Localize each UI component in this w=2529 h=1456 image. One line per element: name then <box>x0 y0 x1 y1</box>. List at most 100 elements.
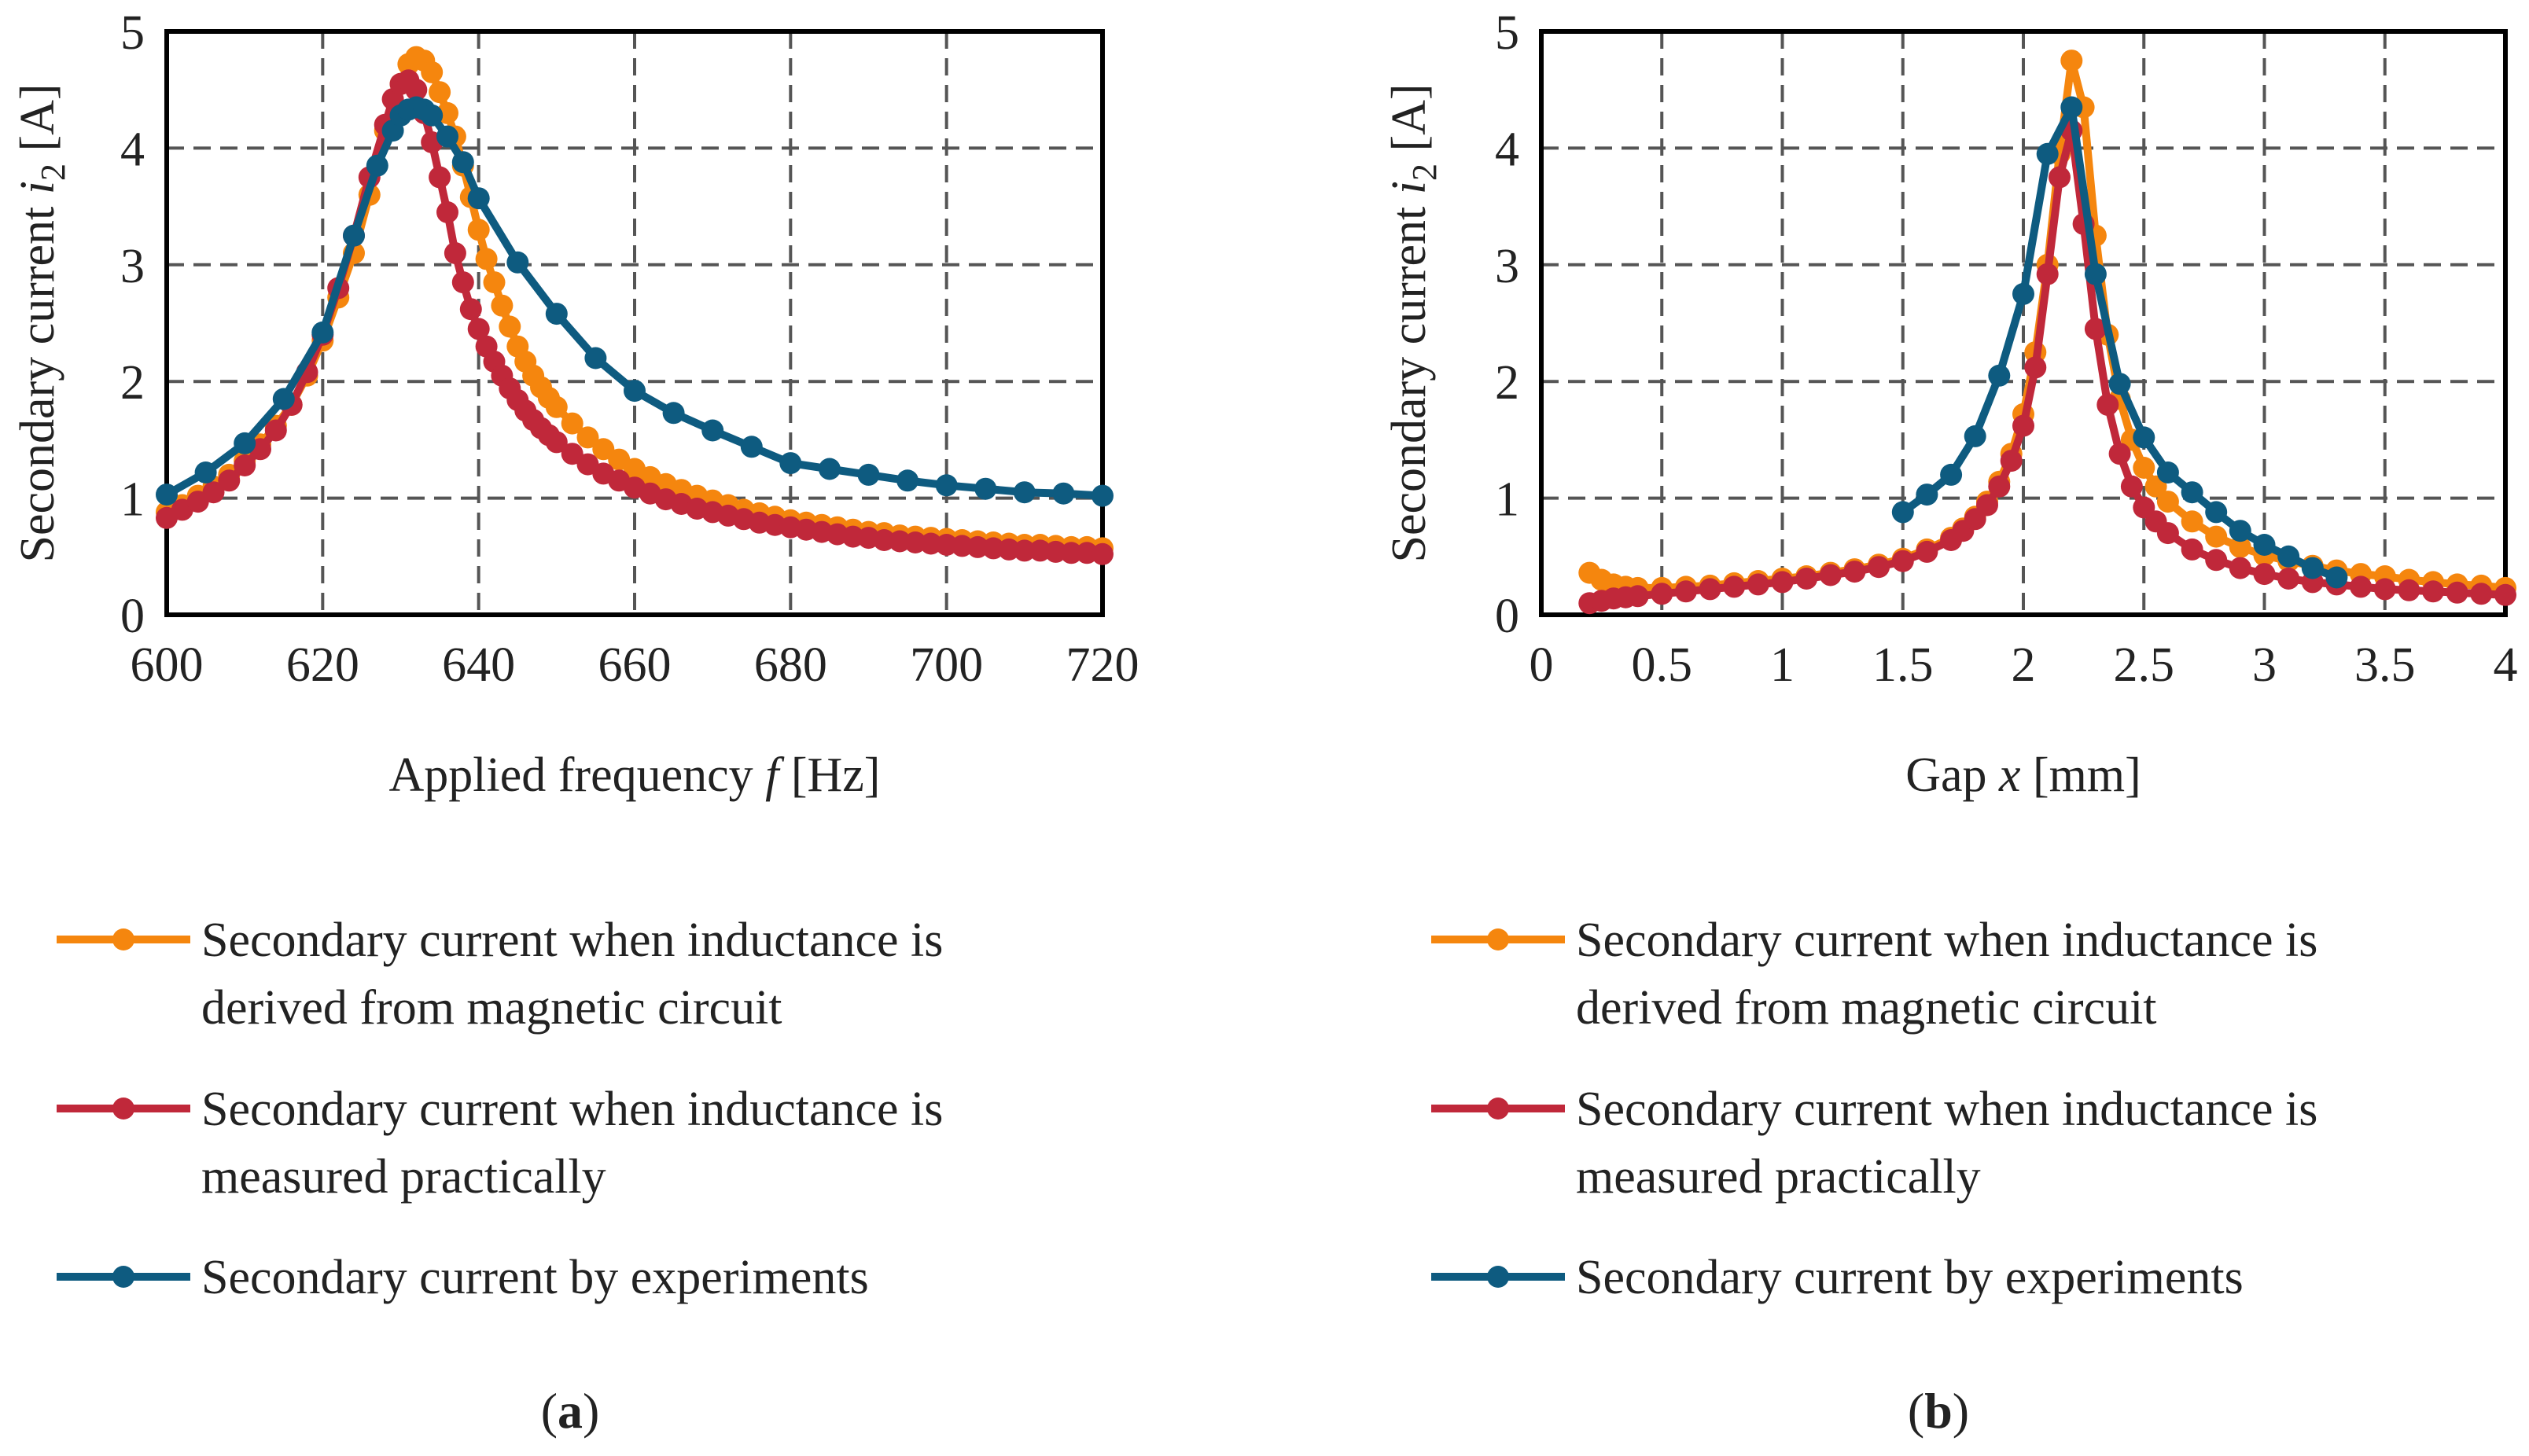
x-tick-label-b: 2 <box>2012 638 2036 692</box>
x-tick-label-b: 3.5 <box>2354 638 2416 692</box>
data-point-blue-a <box>857 463 880 486</box>
data-point-red-b <box>1674 580 1697 603</box>
data-point-blue-b <box>2325 566 2348 589</box>
data-point-blue-a <box>896 469 919 492</box>
x-tick-label-b: 1.5 <box>1872 638 1934 692</box>
data-point-red-a <box>919 532 942 555</box>
data-point-red-b <box>2120 475 2143 498</box>
gridlines-b <box>1541 31 2505 615</box>
data-point-red-a <box>561 443 583 465</box>
y-tick-label-b: 2 <box>1495 356 1519 410</box>
data-point-blue-b <box>2253 534 2276 556</box>
data-point-red-b <box>2024 356 2047 379</box>
y-tick-label-a: 5 <box>120 6 145 60</box>
data-point-orange-b <box>2229 535 2251 558</box>
data-point-blue-b <box>2133 426 2155 449</box>
data-point-red-a <box>202 481 225 504</box>
series-group-a <box>156 46 1114 565</box>
data-point-red-b <box>2096 393 2119 416</box>
data-point-red-b <box>2470 583 2493 605</box>
legend-label-line-1: Secondary current by experiments <box>1576 1251 2244 1304</box>
data-point-red-b <box>2205 549 2228 572</box>
data-point-blue-a <box>779 452 802 475</box>
data-point-blue-b <box>2012 282 2034 305</box>
data-point-blue-b <box>2084 263 2107 285</box>
y-tick-label-a: 3 <box>120 240 145 293</box>
data-point-red-a <box>459 298 482 321</box>
x-tick-label-a: 720 <box>1066 638 1139 692</box>
data-point-red-b <box>1891 550 1914 572</box>
legend-a: Secondary current when inductance is der… <box>57 914 943 1304</box>
legend-item-blue-a: Secondary current by experiments <box>57 1251 869 1304</box>
data-point-red-b <box>2000 450 2023 472</box>
data-point-blue-a <box>974 477 997 500</box>
data-point-red-a <box>545 431 568 454</box>
x-tick-label-a: 680 <box>754 638 827 692</box>
data-point-red-b <box>2108 443 2131 465</box>
data-point-red-b <box>2277 568 2300 590</box>
data-point-blue-a <box>436 125 458 148</box>
data-point-orange-b <box>2060 50 2083 72</box>
data-point-red-b <box>1988 475 2011 498</box>
data-point-red-a <box>429 166 451 189</box>
data-point-red-a <box>436 201 458 223</box>
data-point-orange-a <box>483 271 506 294</box>
data-point-blue-a <box>311 321 334 344</box>
data-point-blue-a <box>1052 482 1075 505</box>
series-line-blue-b <box>1898 103 2341 582</box>
data-point-orange-a <box>592 438 615 461</box>
data-point-red-b <box>1819 564 1842 586</box>
x-axis-label-b: Gap x [mm] <box>1905 748 2141 802</box>
data-point-red-a <box>966 535 989 558</box>
data-point-blue-b <box>2060 96 2083 119</box>
data-point-red-a <box>218 469 241 492</box>
data-point-red-b <box>2012 414 2034 437</box>
x-tick-label-b: 3 <box>2252 638 2277 692</box>
data-point-blue-a <box>662 402 685 425</box>
data-point-blue-b <box>1964 425 1986 447</box>
data-point-orange-a <box>421 61 444 83</box>
data-point-red-b <box>1868 556 1890 579</box>
y-tick-label-b: 5 <box>1495 6 1519 60</box>
data-point-blue-a <box>234 432 256 454</box>
panel-label-a: (a) <box>541 1383 600 1439</box>
data-point-red-b <box>2446 581 2468 604</box>
data-point-orange-b <box>2156 491 2179 513</box>
series-group-b <box>1578 50 2516 615</box>
x-tick-label-b: 1 <box>1770 638 1795 692</box>
data-point-blue-a <box>194 461 217 483</box>
data-point-blue-b <box>1916 483 1938 506</box>
data-point-orange-b <box>2133 457 2155 479</box>
tick-labels-a: 600 620 640 660 680 700 720 0 1 2 3 4 5 <box>120 6 1139 692</box>
data-point-orange-a <box>429 81 451 104</box>
data-point-red-a <box>264 419 287 442</box>
data-point-red-a <box>467 318 490 340</box>
x-tick-label-a: 700 <box>910 638 983 692</box>
data-point-blue-a <box>421 104 444 127</box>
panel-label-b: (b) <box>1908 1383 1969 1439</box>
data-point-red-b <box>2350 575 2373 598</box>
data-point-blue-b <box>2205 501 2228 524</box>
x-axis-label-a: Applied frequency f [Hz] <box>389 748 881 802</box>
data-point-blue-a <box>451 151 474 174</box>
y-tick-label-b: 1 <box>1495 473 1519 527</box>
plot-frame-b <box>1539 29 2508 617</box>
y-tick-label-b: 0 <box>1495 590 1519 643</box>
legend-b: Secondary current when inductance is der… <box>1431 914 2317 1304</box>
data-point-red-b <box>1795 568 1818 590</box>
data-point-red-b <box>2253 563 2276 586</box>
data-point-red-a <box>444 242 466 264</box>
data-point-blue-a <box>506 251 529 274</box>
data-point-red-a <box>1060 542 1083 564</box>
data-point-blue-b <box>1940 463 1963 486</box>
tick-labels-b: 0 0.5 1 1.5 2 2.5 3 3.5 4 0 1 2 3 4 5 <box>1495 6 2518 692</box>
chart-a: 600 620 640 660 680 700 720 0 1 2 3 4 5 Secondary cu… <box>11 6 1139 1439</box>
x-tick-label-a: 620 <box>286 638 359 692</box>
data-point-red-b <box>2084 318 2107 340</box>
data-point-orange-a <box>467 219 490 241</box>
data-point-blue-b <box>1988 364 2011 387</box>
data-point-red-b <box>2181 538 2203 561</box>
data-point-blue-b <box>1891 501 1914 524</box>
legend-item-red-b: Secondary current when inductance is mea… <box>1431 1083 2317 1204</box>
data-point-red-b <box>2398 579 2420 601</box>
